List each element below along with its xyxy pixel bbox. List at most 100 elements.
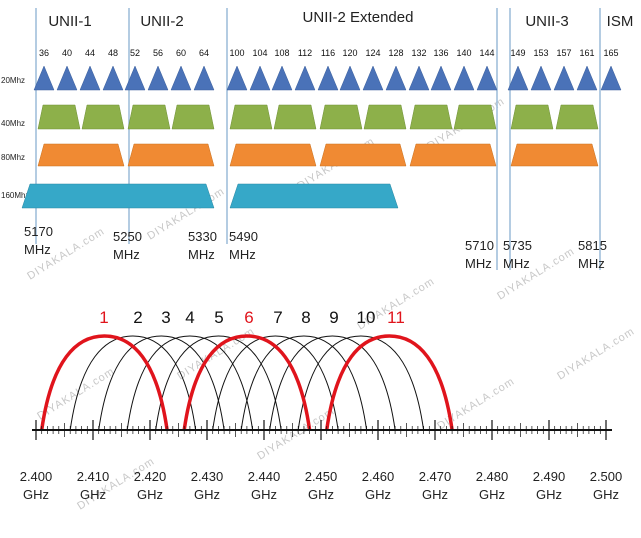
channel-number: 157 (556, 48, 571, 58)
axis-frequency-unit: GHz (137, 487, 163, 502)
channel-number: 116 (321, 48, 335, 58)
frequency-unit: MHz (465, 256, 492, 271)
band-title: UNII-3 (525, 13, 568, 30)
channel-width-label: 160Mhz (1, 191, 29, 200)
channel-label: 6 (244, 308, 253, 327)
channel-number: 136 (433, 48, 448, 58)
axis-frequency-unit: GHz (80, 487, 106, 502)
frequency-value: 5710 (465, 238, 494, 253)
channel-20mhz-triangle (507, 65, 529, 91)
watermark-text: DIYAKALA.com (555, 325, 637, 382)
frequency-value: 5250 (113, 229, 142, 244)
channel-20mhz-triangle (226, 65, 248, 91)
channel-80mhz-block (127, 143, 215, 167)
channel-label: 9 (329, 308, 338, 327)
channel-arc (212, 335, 339, 431)
channel-20mhz-triangle (294, 65, 316, 91)
axis-frequency-value: 2.420 (134, 469, 167, 484)
channel-20mhz-triangle (317, 65, 339, 91)
channel-40mhz-block (409, 104, 453, 130)
channel-20mhz-triangle (576, 65, 598, 91)
axis-frequency-unit: GHz (536, 487, 562, 502)
channel-number: 112 (298, 48, 312, 58)
channel-20mhz-triangle (553, 65, 575, 91)
channel-40mhz-block (171, 104, 215, 130)
frequency-value: 5735 (503, 238, 532, 253)
channel-number: 161 (579, 48, 594, 58)
channel-20mhz-triangle (33, 65, 55, 91)
watermark-text: DIYAKALA.com (495, 245, 577, 302)
channel-20mhz-triangle (476, 65, 498, 91)
frequency-value: 5490 (229, 229, 258, 244)
axis-frequency-value: 2.490 (533, 469, 566, 484)
channel-label: 10 (357, 308, 376, 327)
channel-40mhz-block (229, 104, 273, 130)
highlighted-channel-arc (324, 334, 454, 431)
channel-number: 52 (130, 48, 140, 58)
channel-arc (269, 335, 396, 431)
channel-number: 40 (62, 48, 72, 58)
channel-number: 64 (199, 48, 209, 58)
channel-number: 104 (252, 48, 267, 58)
channel-20mhz-triangle (600, 65, 622, 91)
channel-number: 140 (456, 48, 471, 58)
channel-80mhz-block (229, 143, 317, 167)
axis-frequency-unit: GHz (251, 487, 277, 502)
axis-frequency-unit: GHz (23, 487, 49, 502)
channel-20mhz-triangle (193, 65, 215, 91)
channel-number: 56 (153, 48, 163, 58)
channel-20mhz-triangle (271, 65, 293, 91)
channel-width-label: 40Mhz (1, 119, 25, 128)
highlighted-channel-arc (39, 334, 169, 431)
channel-20mhz-triangle (102, 65, 124, 91)
axis-frequency-value: 2.480 (476, 469, 509, 484)
channel-arc (98, 335, 225, 431)
channel-label: 8 (301, 308, 310, 327)
frequency-value: 5170 (24, 224, 53, 239)
channel-160mhz-block (229, 183, 399, 209)
channel-width-label: 80Mhz (1, 153, 25, 162)
band-title: UNII-1 (48, 13, 91, 30)
channel-number: 60 (176, 48, 186, 58)
channel-arc (155, 335, 282, 431)
axis-frequency-value: 2.440 (248, 469, 281, 484)
channel-20mhz-triangle (385, 65, 407, 91)
channel-label: 5 (214, 308, 223, 327)
channel-20mhz-triangle (453, 65, 475, 91)
watermark-text: DIYAKALA.com (255, 405, 337, 462)
channel-20mhz-triangle (249, 65, 271, 91)
channel-label: 11 (387, 308, 405, 327)
band-title: UNII-2 (140, 13, 183, 30)
channel-80mhz-block (409, 143, 497, 167)
frequency-unit: MHz (188, 247, 215, 262)
channel-number: 48 (108, 48, 118, 58)
channel-number: 44 (85, 48, 95, 58)
channel-arc (126, 335, 254, 431)
channel-label: 1 (99, 308, 108, 327)
channel-number: 153 (533, 48, 548, 58)
channel-40mhz-block (273, 104, 317, 130)
channel-number: 36 (39, 48, 49, 58)
axis-frequency-value: 2.460 (362, 469, 395, 484)
channel-20mhz-triangle (408, 65, 430, 91)
frequency-unit: MHz (578, 256, 605, 271)
channel-arc (240, 335, 368, 431)
channel-label: 2 (133, 308, 142, 327)
channel-40mhz-block (127, 104, 171, 130)
axis-frequency-unit: GHz (365, 487, 391, 502)
channel-20mhz-triangle (170, 65, 192, 91)
channel-40mhz-block (555, 104, 599, 130)
channel-number: 124 (365, 48, 380, 58)
channel-80mhz-block (510, 143, 599, 167)
channel-40mhz-block (453, 104, 497, 130)
watermark-text: DIYAKALA.com (175, 325, 257, 382)
channel-number: 149 (510, 48, 525, 58)
channel-160mhz-block (21, 183, 215, 209)
frequency-unit: MHz (113, 247, 140, 262)
axis-frequency-unit: GHz (479, 487, 505, 502)
channel-arc (297, 335, 425, 431)
axis-frequency-unit: GHz (308, 487, 334, 502)
channel-40mhz-block (319, 104, 363, 130)
channel-40mhz-block (81, 104, 125, 130)
